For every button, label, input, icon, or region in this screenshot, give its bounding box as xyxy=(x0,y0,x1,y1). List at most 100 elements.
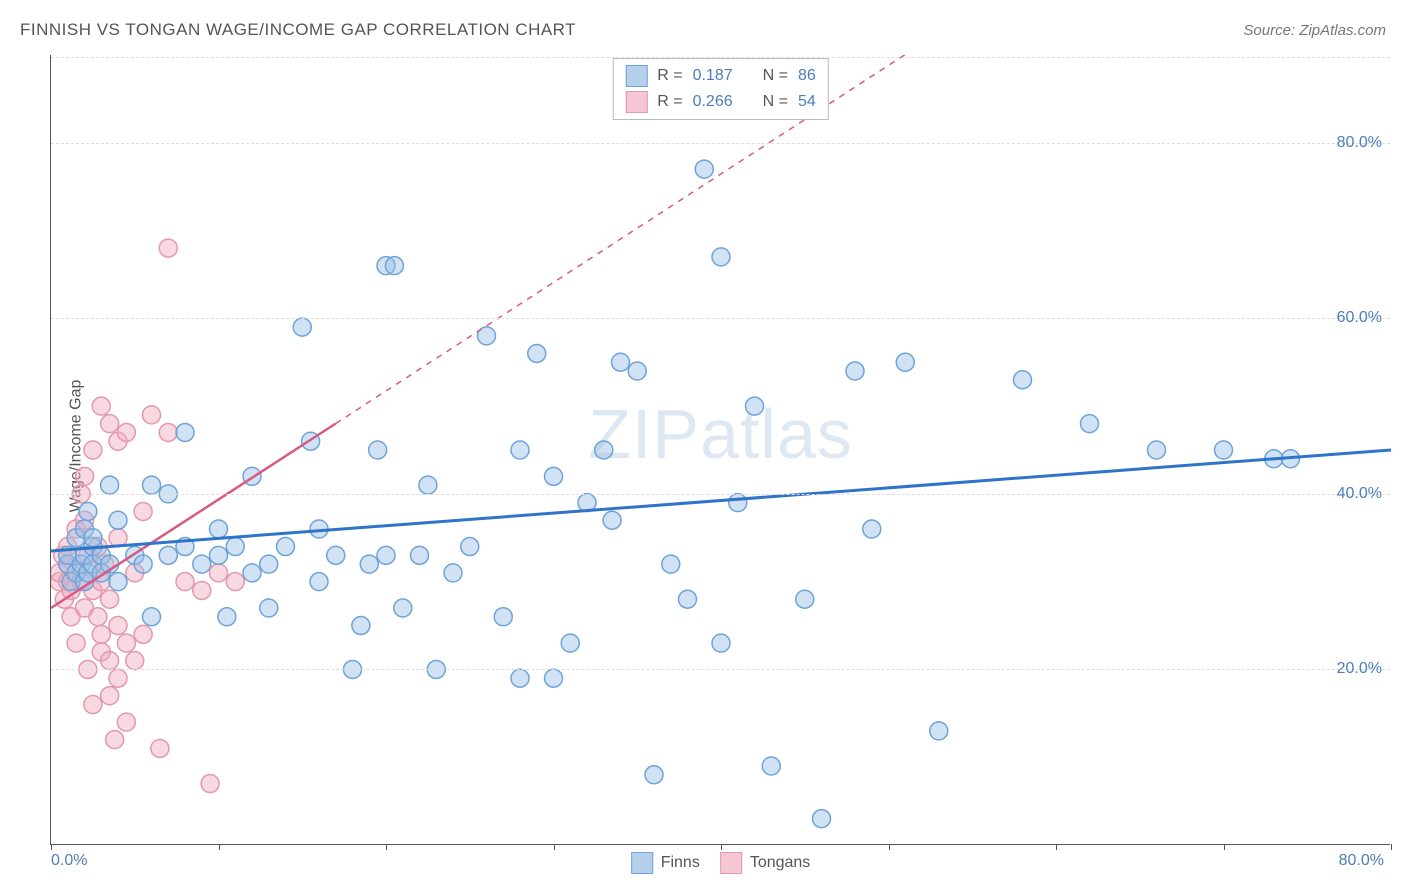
scatter-point xyxy=(310,573,328,591)
x-tick xyxy=(889,844,890,850)
scatter-point xyxy=(193,555,211,573)
scatter-point xyxy=(1148,441,1166,459)
scatter-point xyxy=(193,581,211,599)
legend-label: Tongans xyxy=(750,854,811,872)
stat-r-label: R = xyxy=(657,93,682,111)
legend-swatch xyxy=(720,852,742,874)
scatter-point xyxy=(106,731,124,749)
scatter-point xyxy=(411,546,429,564)
scatter-point xyxy=(930,722,948,740)
stat-r-value: 0.187 xyxy=(693,67,733,85)
scatter-point xyxy=(327,546,345,564)
stat-n-label: N = xyxy=(763,67,788,85)
legend-swatch xyxy=(625,91,647,113)
scatter-point xyxy=(101,652,119,670)
scatter-point xyxy=(595,441,613,459)
scatter-point xyxy=(226,538,244,556)
legend-label: Finns xyxy=(661,854,700,872)
stat-r-value: 0.266 xyxy=(693,93,733,111)
x-tick xyxy=(386,844,387,850)
scatter-point xyxy=(260,599,278,617)
scatter-point xyxy=(628,362,646,380)
scatter-point xyxy=(528,344,546,362)
x-tick xyxy=(1391,844,1392,850)
legend-item: Tongans xyxy=(720,852,811,874)
scatter-point xyxy=(67,634,85,652)
scatter-point xyxy=(444,564,462,582)
scatter-point xyxy=(143,476,161,494)
scatter-point xyxy=(1215,441,1233,459)
scatter-point xyxy=(260,555,278,573)
chart-header: FINNISH VS TONGAN WAGE/INCOME GAP CORREL… xyxy=(20,20,1386,40)
scatter-point xyxy=(1081,415,1099,433)
scatter-point xyxy=(385,257,403,275)
x-tick xyxy=(219,844,220,850)
scatter-point xyxy=(511,441,529,459)
scatter-point xyxy=(394,599,412,617)
scatter-point xyxy=(109,511,127,529)
x-tick xyxy=(1224,844,1225,850)
scatter-point xyxy=(612,353,630,371)
stats-row: R = 0.266 N = 54 xyxy=(625,89,816,115)
scatter-point xyxy=(101,687,119,705)
stats-box: R =0.187N =86R =0.266N =54 xyxy=(612,58,829,120)
scatter-point xyxy=(201,775,219,793)
scatter-point xyxy=(210,520,228,538)
scatter-point xyxy=(159,423,177,441)
scatter-point xyxy=(117,713,135,731)
scatter-point xyxy=(176,573,194,591)
y-tick-label: 40.0% xyxy=(1337,485,1382,503)
scatter-point xyxy=(545,467,563,485)
plot-svg xyxy=(51,55,1391,845)
stat-n-label: N = xyxy=(763,93,788,111)
chart-source: Source: ZipAtlas.com xyxy=(1243,22,1386,39)
scatter-point xyxy=(662,555,680,573)
scatter-point xyxy=(746,397,764,415)
source-prefix: Source: xyxy=(1243,22,1299,39)
trend-line xyxy=(51,450,1391,551)
grid-line xyxy=(51,669,1390,670)
scatter-point xyxy=(76,467,94,485)
scatter-point xyxy=(360,555,378,573)
scatter-point xyxy=(293,318,311,336)
x-tick-label: 0.0% xyxy=(51,852,87,870)
scatter-point xyxy=(419,476,437,494)
x-tick xyxy=(554,844,555,850)
scatter-point xyxy=(134,555,152,573)
scatter-point xyxy=(218,608,236,626)
scatter-point xyxy=(712,634,730,652)
scatter-point xyxy=(243,564,261,582)
grid-line xyxy=(51,494,1390,495)
scatter-point xyxy=(695,160,713,178)
scatter-point xyxy=(176,423,194,441)
scatter-point xyxy=(79,502,97,520)
chart-title: FINNISH VS TONGAN WAGE/INCOME GAP CORREL… xyxy=(20,20,576,40)
scatter-point xyxy=(101,590,119,608)
legend-swatch xyxy=(625,65,647,87)
scatter-point xyxy=(134,502,152,520)
scatter-point xyxy=(511,669,529,687)
scatter-point xyxy=(159,239,177,257)
scatter-point xyxy=(210,546,228,564)
scatter-point xyxy=(92,625,110,643)
scatter-point xyxy=(377,546,395,564)
scatter-point xyxy=(896,353,914,371)
stats-row: R =0.187N =86 xyxy=(625,63,816,89)
bottom-legend: Finns Tongans xyxy=(631,852,811,874)
scatter-point xyxy=(143,406,161,424)
scatter-point xyxy=(603,511,621,529)
scatter-point xyxy=(117,634,135,652)
x-tick-label: 80.0% xyxy=(1339,852,1384,870)
scatter-point xyxy=(679,590,697,608)
scatter-point xyxy=(109,617,127,635)
scatter-point xyxy=(117,423,135,441)
grid-line xyxy=(51,318,1390,319)
grid-line xyxy=(51,143,1390,144)
x-tick xyxy=(1056,844,1057,850)
scatter-point xyxy=(729,494,747,512)
scatter-point xyxy=(92,397,110,415)
grid-line xyxy=(51,57,1390,58)
stat-n-value: 54 xyxy=(798,93,816,111)
scatter-point xyxy=(461,538,479,556)
stat-r-label: R = xyxy=(657,67,682,85)
